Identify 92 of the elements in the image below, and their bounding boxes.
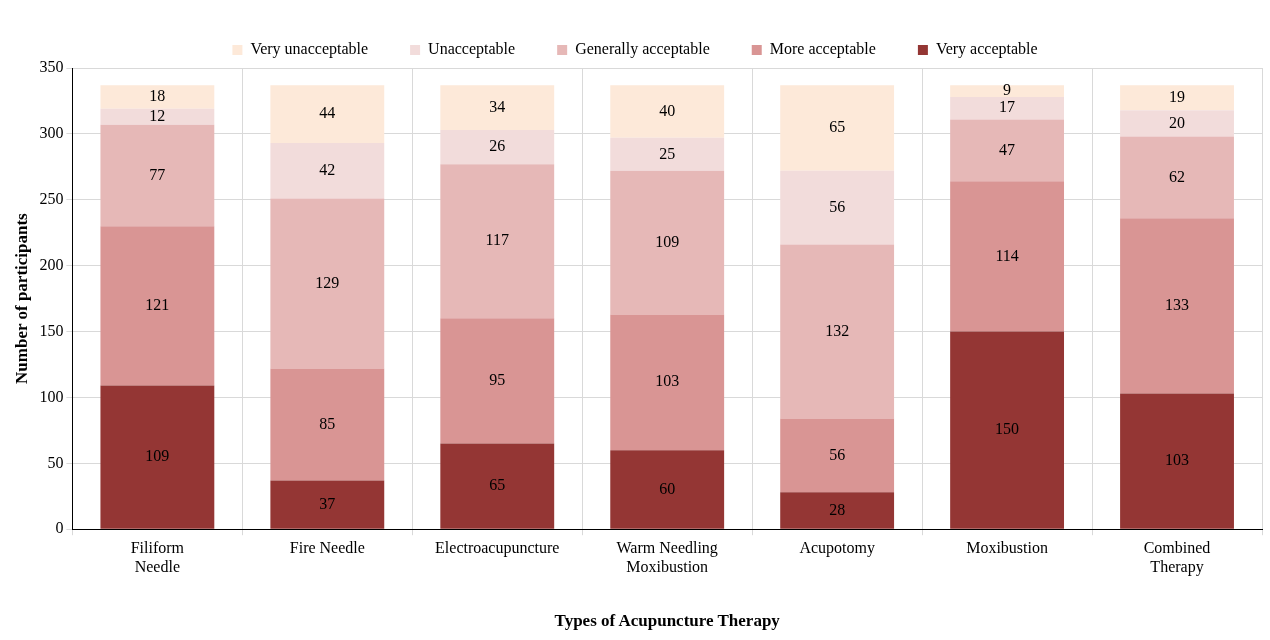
data-label: 19 [1169, 87, 1186, 105]
bar [610, 137, 725, 171]
bar [270, 143, 385, 199]
x-tick-label: Combined Therapy [1143, 539, 1211, 577]
x-axis-title: Types of Acupuncture Therapy [554, 611, 781, 631]
data-label: 121 [145, 296, 170, 314]
data-label: 28 [829, 500, 846, 518]
data-label: 132 [825, 321, 850, 339]
bar [950, 119, 1065, 182]
legend-label: Very acceptable [935, 40, 1038, 59]
data-label: 44 [319, 104, 336, 122]
bar [780, 418, 895, 493]
bar [950, 181, 1065, 332]
y-tick-label: 350 [39, 58, 64, 76]
data-label: 103 [655, 372, 680, 390]
data-label: 129 [315, 273, 340, 291]
data-label: 17 [999, 98, 1016, 116]
data-label: 25 [659, 144, 676, 162]
data-label: 65 [829, 118, 846, 136]
bar [100, 85, 215, 109]
bar [270, 198, 385, 369]
data-label: 95 [489, 371, 506, 389]
bar [100, 124, 215, 227]
x-tick-label: Moxibustion [966, 539, 1048, 556]
bar [1120, 85, 1234, 111]
legend-label: Unacceptable [428, 40, 516, 59]
bar [440, 164, 555, 319]
data-label: 60 [659, 479, 676, 497]
data-label: 150 [995, 420, 1020, 438]
legend-label: Very unacceptable [250, 40, 369, 59]
y-tick-label: 100 [39, 387, 64, 405]
legend-label: More acceptable [769, 40, 876, 59]
data-label: 114 [995, 246, 1019, 264]
data-label: 42 [319, 160, 336, 178]
data-label: 18 [149, 87, 166, 105]
bar [100, 226, 215, 386]
bar [100, 108, 215, 125]
data-label: 56 [829, 197, 846, 215]
data-label: 65 [489, 476, 506, 494]
data-label: 56 [829, 445, 846, 463]
bar [950, 96, 1065, 120]
bar [1120, 393, 1234, 529]
data-label: 12 [149, 106, 166, 124]
y-tick-label: 0 [55, 519, 64, 537]
x-tick-label: Electroacupuncture [435, 539, 560, 557]
x-tick-label: Filiform Needle [130, 539, 185, 576]
bar [1120, 218, 1234, 394]
x-tick-label: Warm Needling Moxibustion [616, 539, 718, 576]
data-label: 62 [1169, 167, 1186, 185]
legend-label: Generally acceptable [575, 40, 710, 59]
bar [440, 443, 555, 529]
bar [270, 85, 385, 144]
data-label: 34 [489, 97, 506, 115]
data-label: 133 [1165, 296, 1190, 314]
bar [440, 85, 555, 130]
bar [950, 85, 1065, 97]
data-label: 109 [655, 232, 680, 250]
bar [780, 85, 895, 171]
x-tick-label: Acupotomy [799, 539, 875, 557]
bar [610, 85, 725, 138]
data-label: 37 [319, 494, 336, 512]
data-label: 77 [149, 165, 166, 183]
data-label: 103 [1165, 451, 1190, 469]
bar [270, 480, 385, 529]
bar [780, 492, 895, 529]
data-label: 117 [485, 231, 509, 249]
y-tick-label: 150 [39, 321, 64, 339]
bar [100, 385, 215, 529]
x-tick-label: Fire Needle [289, 539, 365, 556]
bar [610, 314, 725, 451]
data-label: 26 [489, 137, 506, 155]
bar [1120, 110, 1234, 137]
bar [780, 170, 895, 245]
data-label: 9 [1003, 81, 1012, 99]
data-label: 20 [1169, 113, 1186, 131]
data-label: 47 [999, 140, 1016, 158]
bar [1120, 136, 1234, 219]
bar [950, 331, 1065, 529]
y-tick-label: 50 [47, 453, 64, 471]
y-tick-label: 200 [39, 255, 64, 273]
bar [440, 129, 555, 165]
bar [440, 318, 555, 444]
data-label: 85 [319, 414, 336, 432]
bar [780, 244, 895, 419]
y-axis-title: Number of participants [11, 212, 31, 384]
bar [270, 368, 385, 481]
bar [610, 170, 725, 315]
y-tick-label: 300 [39, 124, 64, 142]
y-tick-label: 250 [39, 189, 64, 207]
data-label: 40 [659, 101, 676, 119]
bar [610, 450, 725, 529]
data-label: 109 [145, 447, 170, 465]
